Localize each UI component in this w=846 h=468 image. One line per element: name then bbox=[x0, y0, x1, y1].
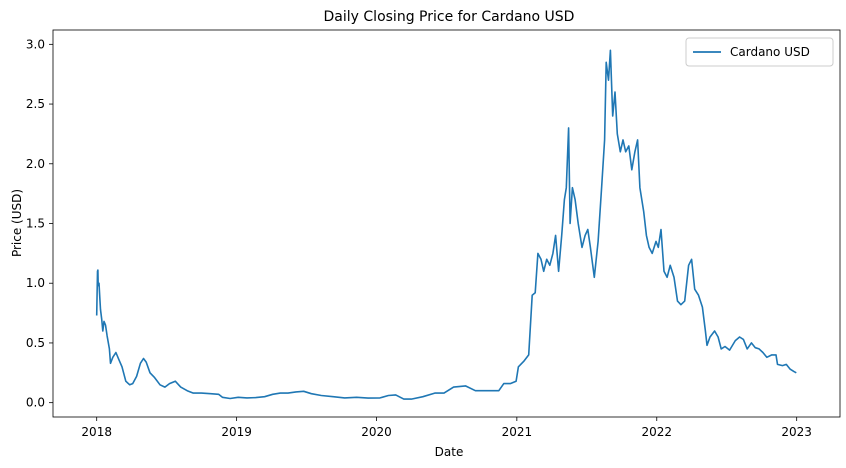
y-tick-label: 1.0 bbox=[26, 276, 45, 290]
legend-box bbox=[685, 37, 834, 67]
x-axis-title: Date bbox=[435, 445, 464, 459]
y-tick-label: 2.5 bbox=[26, 97, 45, 111]
y-axis-title: Price (USD) bbox=[10, 189, 24, 257]
chart-title: Daily Closing Price for Cardano USD bbox=[324, 9, 575, 25]
plot-area bbox=[52, 29, 841, 418]
y-tick-label: 1.5 bbox=[26, 217, 45, 231]
x-tick-label: 2023 bbox=[781, 425, 812, 439]
x-axis: 2018 2019 2020 2021 2022 2023 bbox=[81, 417, 812, 439]
x-tick-label: 2020 bbox=[361, 425, 392, 439]
y-tick-label: 0.5 bbox=[26, 336, 45, 350]
series-layer bbox=[95, 49, 797, 400]
x-tick-label: 2021 bbox=[502, 425, 533, 439]
x-tick-label: 2019 bbox=[221, 425, 252, 439]
plot-background bbox=[53, 30, 840, 417]
y-tick-label: 2.0 bbox=[26, 157, 45, 171]
x-tick-label: 2018 bbox=[81, 425, 112, 439]
legend-label-cardano: Cardano USD bbox=[730, 45, 810, 59]
y-axis: 0.0 0.5 1.0 1.5 2.0 2.5 3.0 bbox=[26, 37, 53, 410]
x-tick-label: 2022 bbox=[641, 425, 672, 439]
y-tick-label: 0.0 bbox=[26, 396, 45, 410]
series-line-cardano-usd bbox=[95, 49, 797, 400]
legend: Cardano USD bbox=[685, 37, 834, 67]
y-tick-label: 3.0 bbox=[26, 37, 45, 51]
